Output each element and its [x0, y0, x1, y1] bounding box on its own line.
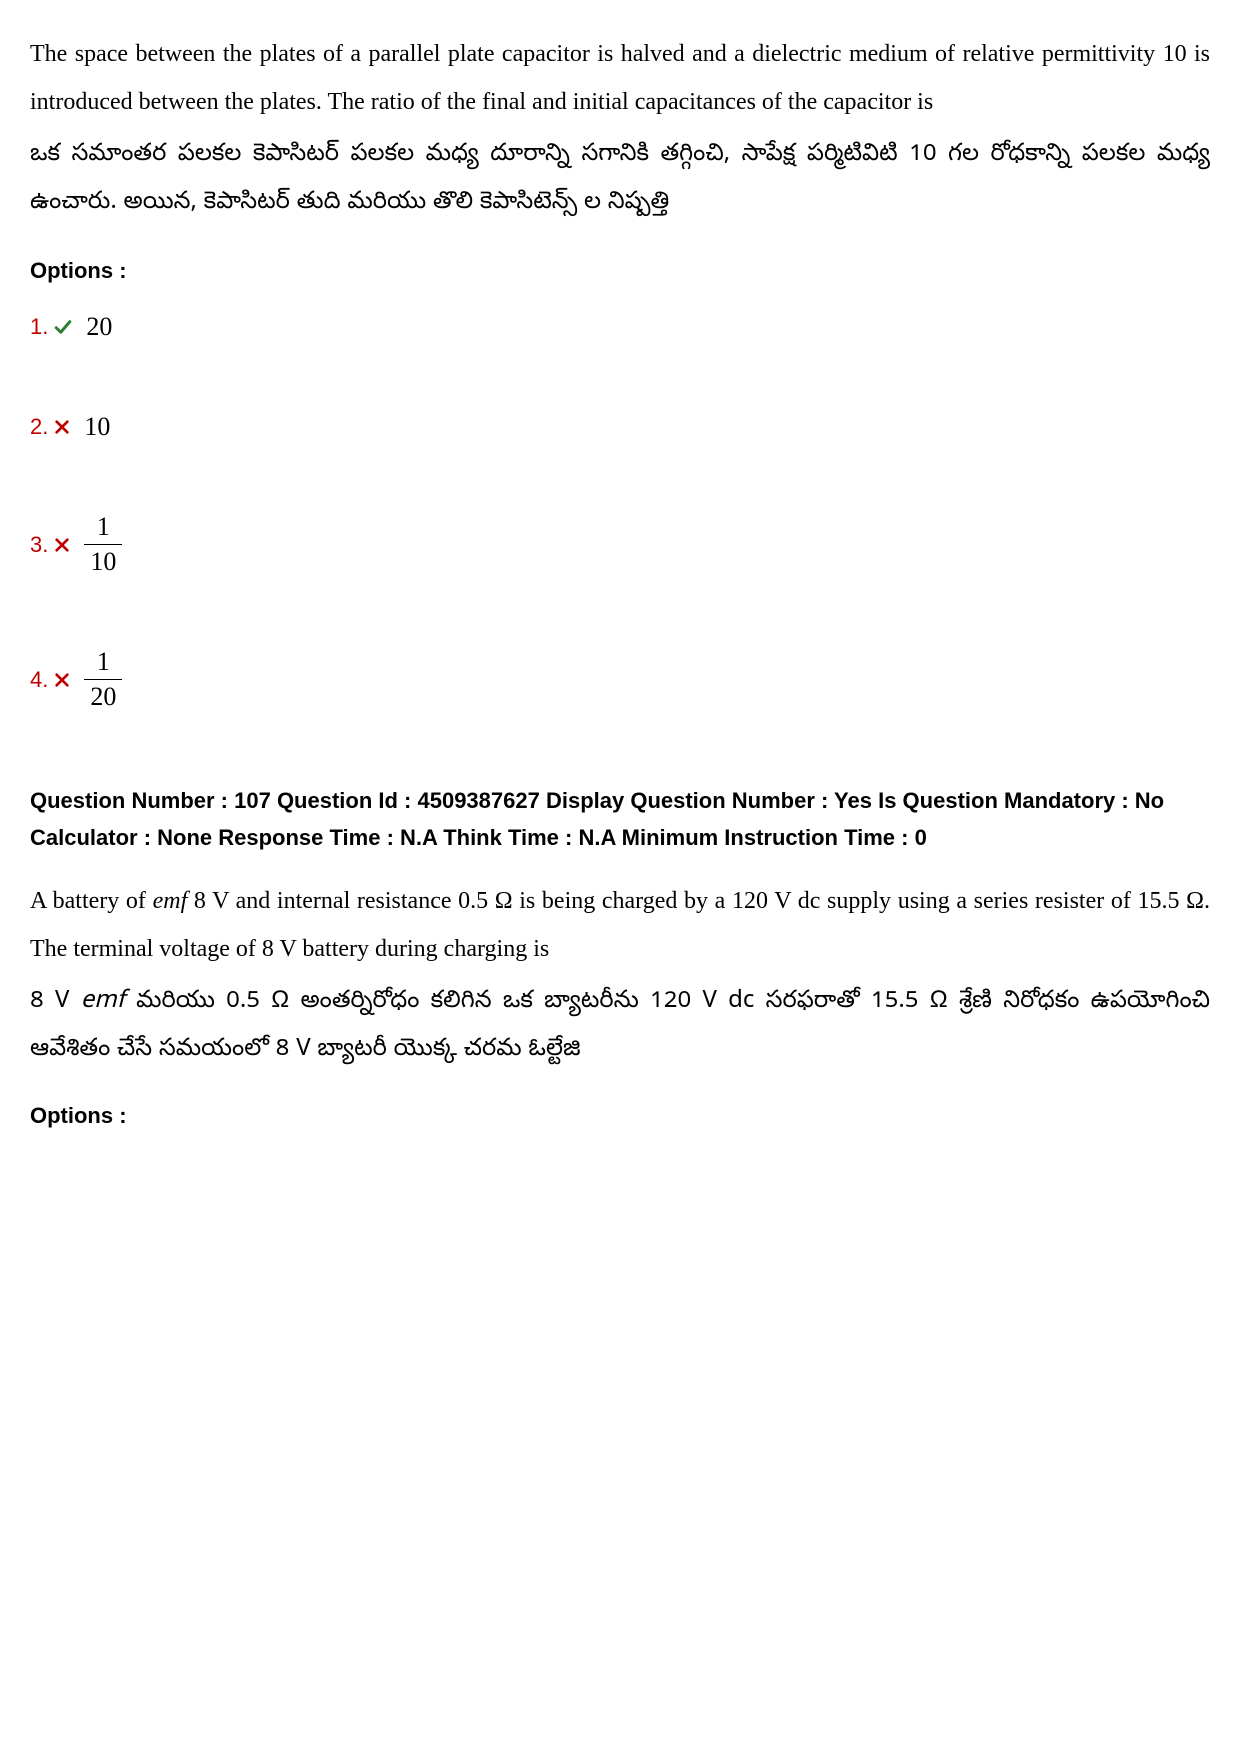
fraction-denominator: 10 — [84, 544, 122, 577]
option-value: 10 — [84, 412, 110, 442]
options-label: Options : — [30, 1103, 1210, 1129]
option-row: 3. 1 10 — [30, 512, 1210, 577]
q2-te-rest: మరియు 0.5 Ω అంతర్నిరోధం కలిగిన ఒక బ్యాటర… — [30, 986, 1210, 1067]
option-row: 1. 20 — [30, 312, 1210, 342]
option-number: 3. — [30, 532, 48, 558]
option-number: 1. — [30, 314, 48, 340]
q2-en-emf: emf — [153, 888, 188, 914]
options-label: Options : — [30, 258, 1210, 284]
option-row: 2. 10 — [30, 412, 1210, 442]
q1-text-telugu: ఒక సమాంతర పలకల కెపాసిటర్ పలకల మధ్య దూరాన… — [30, 132, 1210, 228]
option-value: 1 10 — [84, 512, 122, 577]
question-meta: Question Number : 107 Question Id : 4509… — [30, 782, 1210, 857]
q2-text-english: A battery of emf 8 V and internal resist… — [30, 877, 1210, 973]
q2-en-mid: 8 V and internal resistance 0.5 Ω is bei… — [30, 888, 1210, 962]
check-icon — [54, 318, 72, 336]
q2-te-prefix: 8 V — [30, 986, 81, 1019]
option-number: 4. — [30, 667, 48, 693]
fraction-numerator: 1 — [91, 512, 116, 544]
option-value: 20 — [86, 312, 112, 342]
fraction-denominator: 20 — [84, 679, 122, 712]
option-number: 2. — [30, 414, 48, 440]
cross-icon — [54, 672, 70, 688]
q2-en-prefix: A battery of — [30, 888, 153, 914]
cross-icon — [54, 537, 70, 553]
q2-text-telugu: 8 V emf మరియు 0.5 Ω అంతర్నిరోధం కలిగిన ఒ… — [30, 979, 1210, 1075]
cross-icon — [54, 419, 70, 435]
fraction-numerator: 1 — [91, 647, 116, 679]
option-value: 1 20 — [84, 647, 122, 712]
q1-text-english: The space between the plates of a parall… — [30, 30, 1210, 126]
option-row: 4. 1 20 — [30, 647, 1210, 712]
q2-te-emf: emf — [81, 986, 125, 1019]
